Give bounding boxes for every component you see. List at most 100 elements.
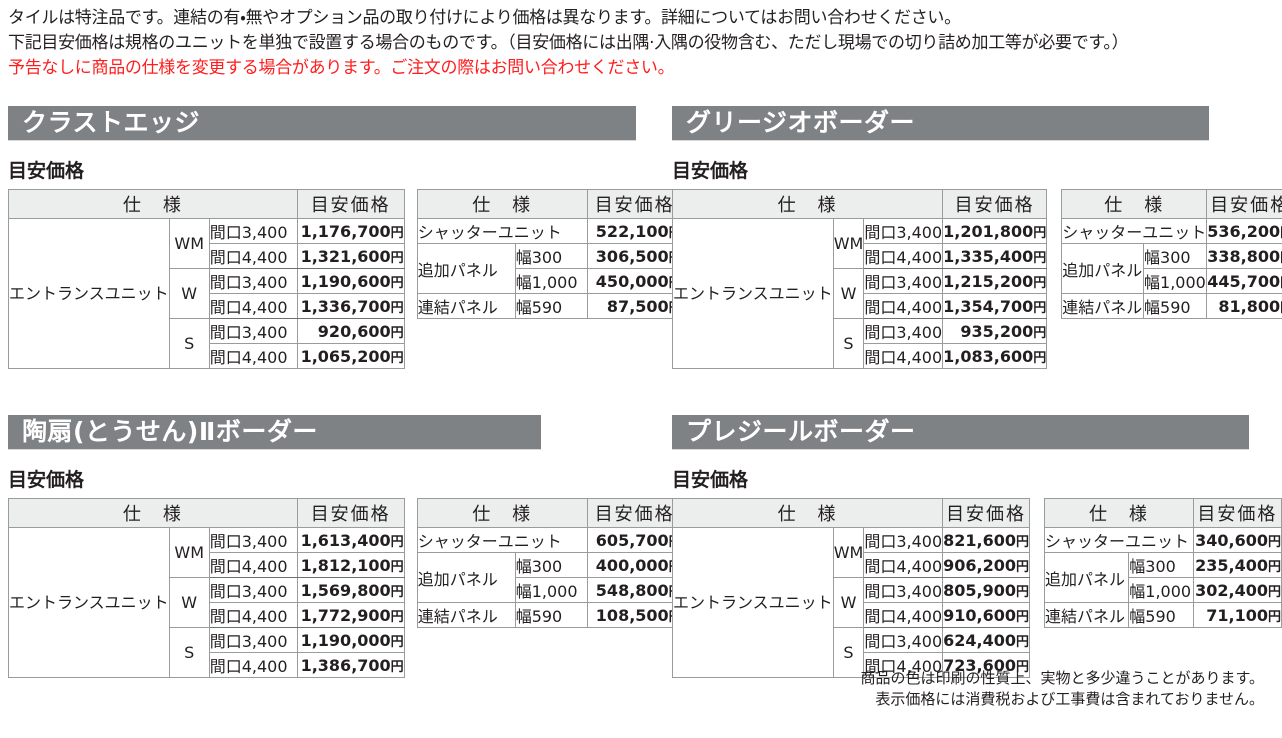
table-row: 連結パネル 幅590 87,500円 (416, 293, 683, 319)
option-shutter-unit: シャッターユニット (416, 218, 588, 244)
price-cell: 1,772,900円 (296, 602, 405, 628)
price-cell: 910,600円 (942, 602, 1031, 628)
width-300: 幅300 (1128, 552, 1194, 578)
span-4400: 間口4,400 (863, 243, 944, 269)
table-row: シャッターユニット 605,700円 (416, 527, 683, 553)
footer-notes: 商品の色は印刷の性質上、実物と多少違うことがあります。 表示価格には消費税および… (860, 668, 1264, 710)
table-header-row: 仕 様 目安価格 (416, 189, 683, 219)
section-header-bar: プレジールボーダー (672, 415, 1249, 449)
type-wm: WM (832, 218, 865, 269)
tables-row: 仕 様 目安価格 エントランスユニット WM 間口3,400 821,600円 … (671, 498, 1282, 678)
tables-row: 仕 様 目安価格 エントランスユニット WM 間口3,400 1,201,800… (671, 189, 1282, 369)
table-header-row: 仕 様 目安価格 (416, 498, 683, 528)
option-price-table: 仕 様 目安価格 シャッターユニット 522,100円 追加パネル 幅300 3… (416, 189, 683, 319)
table-row: 連結パネル 幅590 81,800円 (1061, 293, 1282, 319)
width-300: 幅300 (514, 552, 588, 578)
main-price-table: 仕 様 目安価格 エントランスユニット WM 間口3,400 821,600円 … (671, 498, 1031, 678)
top-notes: タイルは特注品です。連結の有・無やオプション品の取り付けにより価格は異なります。… (8, 6, 1280, 81)
width-300: 幅300 (1143, 243, 1208, 269)
table-row: シャッターユニット 536,200円 (1061, 218, 1282, 244)
table-header-row: 仕 様 目安価格 (1044, 498, 1282, 528)
table-row: エントランスユニット WM 間口3,400 1,201,800円 (672, 218, 1048, 369)
price-cell: 1,321,600円 (296, 243, 405, 269)
price-cell: 935,200円 (942, 318, 1048, 344)
price-cell: 920,600円 (296, 318, 405, 344)
span-3400: 間口3,400 (863, 627, 944, 653)
col-header-spec: 仕 様 (671, 189, 944, 219)
price-cell: 1,176,700円 (296, 218, 405, 244)
price-cell: 87,500円 (586, 293, 683, 319)
type-wm: WM (168, 527, 210, 578)
table-row: W 間口3,400 1,190,600円 (9, 268, 405, 319)
price-cell: 1,569,800円 (296, 577, 405, 603)
col-header-spec: 仕 様 (671, 498, 944, 528)
option-price-table: 仕 様 目安価格 シャッターユニット 605,700円 追加パネル 幅300 4… (416, 498, 683, 628)
option-link-panel: 連結パネル (416, 602, 516, 628)
type-wm: WM (168, 218, 210, 269)
price-cell: 1,812,100円 (296, 552, 405, 578)
price-cell: 1,354,700円 (942, 293, 1048, 319)
price-cell: 821,600円 (942, 527, 1031, 553)
col-header-spec: 仕 様 (8, 189, 298, 219)
section-header-bar: グリージオボーダー (672, 106, 1209, 140)
section-grigio-border: グリージオボーダー 目安価格 仕 様 目安価格 エントランスユニット WM 間口… (671, 106, 1282, 369)
price-cell: 1,190,600円 (296, 268, 405, 294)
option-additional-panel: 追加パネル (416, 243, 516, 294)
type-s: S (832, 627, 865, 678)
table-header-row: 仕 様 目安価格 (671, 498, 1031, 528)
col-header-price: 目安価格 (586, 189, 683, 219)
width-590: 幅590 (514, 602, 588, 628)
price-cell: 1,065,200円 (296, 343, 405, 369)
price-cell: 805,900円 (942, 577, 1031, 603)
footer-note-color: 商品の色は印刷の性質上、実物と多少違うことがあります。 (860, 669, 1264, 687)
price-cell: 400,000円 (586, 552, 683, 578)
table-row: シャッターユニット 522,100円 (416, 218, 683, 244)
price-cell: 1,613,400円 (296, 527, 405, 553)
col-header-spec: 仕 様 (416, 498, 588, 528)
unit-label: エントランスユニット (8, 218, 170, 369)
table-row: 連結パネル 幅590 71,100円 (1044, 602, 1282, 628)
col-header-price: 目安価格 (1192, 498, 1282, 528)
col-header-price: 目安価格 (296, 189, 405, 219)
option-link-panel: 連結パネル (1061, 293, 1145, 319)
table-header-row: 仕 様 目安価格 (671, 189, 1048, 219)
table-row: 間口4,400 1,336,700円 (9, 293, 405, 319)
section-header-bar: 陶扇(とうせん)Ⅱボーダー (8, 415, 541, 449)
unit-label: エントランスユニット (8, 527, 170, 678)
span-4400: 間口4,400 (208, 343, 298, 369)
price-cell: 306,500円 (586, 243, 683, 269)
table-row: S 間口3,400 624,400円 (673, 627, 1031, 678)
col-header-spec: 仕 様 (8, 498, 298, 528)
table-row: W 間口3,400 1,569,800円 (9, 577, 405, 628)
main-price-table: 仕 様 目安価格 エントランスユニット WM 間口3,400 1,201,800… (671, 189, 1048, 369)
span-4400: 間口4,400 (208, 602, 298, 628)
span-3400: 間口3,400 (208, 577, 298, 603)
col-header-price: 目安価格 (942, 189, 1048, 219)
table-row: 間口4,400 1,772,900円 (9, 602, 405, 628)
type-w: W (168, 268, 210, 319)
price-cell: 71,100円 (1192, 602, 1282, 628)
option-price-table: 仕 様 目安価格 シャッターユニット 536,200円 追加パネル 幅300 3… (1061, 189, 1282, 319)
table-row: エントランスユニット WM 間口3,400 1,613,400円 (8, 527, 405, 678)
section-title: クラストエッジ (22, 108, 201, 137)
section-crust-edge: クラストエッジ 目安価格 仕 様 目安価格 エントランスユニット WM 間口3,… (8, 106, 683, 369)
price-cell: 1,215,200円 (942, 268, 1048, 294)
section-subtitle: 目安価格 (8, 160, 85, 182)
type-s: S (168, 318, 210, 369)
table-row: 間口4,400 1,386,700円 (9, 652, 405, 678)
table-row: 幅1,000 548,800円 (417, 577, 683, 603)
span-4400: 間口4,400 (208, 652, 298, 678)
table-row: シャッターユニット 340,600円 (1044, 527, 1282, 553)
price-cell: 445,700円 (1206, 268, 1282, 294)
table-header-row: 仕 様 目安価格 (8, 498, 405, 528)
section-subtitle: 目安価格 (8, 469, 85, 491)
col-header-price: 目安価格 (942, 498, 1031, 528)
table-row: 追加パネル 幅300 235,400円 (1044, 552, 1282, 603)
table-row: 追加パネル 幅300 338,800円 (1061, 243, 1282, 294)
span-4400: 間口4,400 (863, 343, 944, 369)
option-link-panel: 連結パネル (1044, 602, 1130, 628)
tables-row: 仕 様 目安価格 エントランスユニット WM 間口3,400 1,176,700… (8, 189, 683, 369)
table-row: S 間口3,400 920,600円 (9, 318, 405, 369)
section-subtitle: 目安価格 (672, 469, 749, 491)
price-cell: 81,800円 (1206, 293, 1282, 319)
